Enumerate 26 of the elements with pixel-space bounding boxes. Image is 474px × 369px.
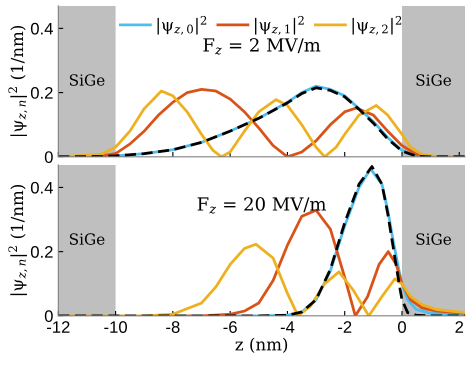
legend-label: |ψ$_{z,2}$|$^{2}$ bbox=[352, 16, 402, 35]
y-tick-label: 0.4 bbox=[30, 22, 53, 35]
x-tick-label: -2 bbox=[338, 321, 352, 333]
band-label: SiGe bbox=[416, 233, 452, 245]
y-axis-title: |ψ$_{z,n}$|$^{2}$ (1/nm) bbox=[8, 26, 28, 136]
y-axis-title: |ψ$_{z,n}$|$^{2}$ (1/nm) bbox=[8, 185, 28, 296]
x-tick-label: -8 bbox=[166, 321, 180, 333]
x-tick-label: 2 bbox=[455, 321, 464, 333]
legend-label: |ψ$_{z,1}$|$^{2}$ bbox=[255, 16, 304, 35]
x-axis-title: z (nm) bbox=[236, 338, 288, 353]
y-tick-label: 0 bbox=[44, 310, 53, 322]
x-tick-label: -4 bbox=[280, 321, 294, 333]
band-label: SiGe bbox=[70, 233, 104, 245]
x-tick-label: 0 bbox=[398, 321, 406, 333]
annotation: F$_{z}$ = 20 MV/m bbox=[198, 197, 326, 214]
band-label: SiGe bbox=[416, 74, 452, 86]
y-tick-label: 0 bbox=[44, 151, 53, 164]
y-tick-label: 0.2 bbox=[30, 246, 53, 258]
annotation: F$_{z}$ = 2 MV/m bbox=[203, 38, 320, 55]
x-tick-label: -12 bbox=[47, 321, 70, 333]
x-tick-label: -6 bbox=[223, 321, 237, 333]
x-tick-label: -10 bbox=[104, 321, 127, 333]
y-tick-label: 0.4 bbox=[30, 182, 53, 194]
legend-label: |ψ$_{z,0}$|$^{2}$ bbox=[158, 16, 206, 35]
y-tick-label: 0.2 bbox=[30, 87, 53, 99]
band-label: SiGe bbox=[70, 74, 104, 86]
